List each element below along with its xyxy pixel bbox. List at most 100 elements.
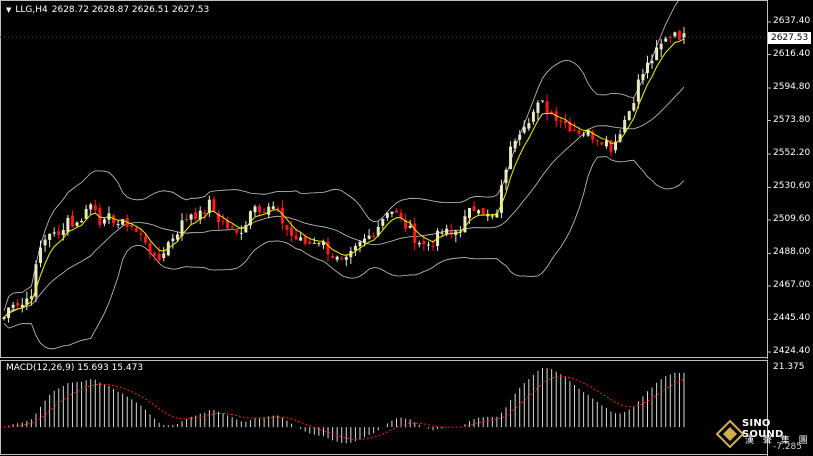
candle-body xyxy=(48,233,52,240)
candle-body xyxy=(75,222,79,226)
sino-sound-logo xyxy=(713,415,813,456)
candle-body xyxy=(463,216,467,233)
candle-body xyxy=(518,134,522,140)
candle-body xyxy=(143,236,147,243)
candle-body xyxy=(148,243,152,254)
candle-body xyxy=(235,229,239,233)
candle-body xyxy=(363,238,367,244)
candle-body xyxy=(358,241,362,247)
price-tick-label: 2424.40 xyxy=(773,346,811,356)
candle-body xyxy=(563,120,567,123)
candle-body xyxy=(372,235,376,237)
macd-signal-line xyxy=(3,375,685,441)
bollinger-upper xyxy=(3,0,680,312)
symbol-header: ▼ LLG,H4 2628.72 2628.87 2626.51 2627.53 xyxy=(6,5,209,15)
candle-body xyxy=(431,245,435,247)
candle-body xyxy=(550,111,554,113)
candle-body xyxy=(586,129,590,136)
macd-axis-top: 21.375 xyxy=(773,362,805,372)
candle-body xyxy=(531,111,535,122)
candle-body xyxy=(344,256,348,260)
candle-body xyxy=(408,225,412,228)
candle-body xyxy=(572,130,576,132)
candle-body xyxy=(536,102,540,113)
candle-body xyxy=(11,304,15,308)
candle-body xyxy=(627,111,631,120)
price-tick-label: 2530.60 xyxy=(773,181,811,192)
candle-body xyxy=(221,221,225,223)
ma-fast-line xyxy=(3,38,685,318)
candle-body xyxy=(207,199,211,213)
candle-body xyxy=(189,214,193,220)
symbol-label: LLG,H4 xyxy=(15,5,48,15)
price-tick-label: 2467.00 xyxy=(773,280,811,290)
candle-body xyxy=(34,264,38,297)
logo-chinese: 漢 聲 集 團 xyxy=(745,436,811,446)
price-tick-label: 2488.00 xyxy=(773,247,811,258)
price-tick-label: 2509.60 xyxy=(773,214,811,224)
candle-body xyxy=(522,127,526,133)
candle-body xyxy=(582,134,586,136)
candle-body xyxy=(559,120,563,122)
bollinger-lower xyxy=(3,156,685,350)
candle-body xyxy=(668,37,672,39)
candle-body xyxy=(130,225,134,227)
price-tick-label: 2637.40 xyxy=(773,16,811,26)
candle-body xyxy=(353,246,357,251)
candle-body xyxy=(600,142,604,145)
candle-body xyxy=(198,210,202,220)
candle-body xyxy=(541,100,545,102)
candle-body xyxy=(171,238,175,242)
candle-body xyxy=(175,234,179,240)
dropdown-arrow-icon[interactable]: ▼ xyxy=(6,6,12,14)
candle-body xyxy=(7,307,11,319)
candle-body xyxy=(568,122,572,132)
candle-body xyxy=(303,236,307,244)
candle-body xyxy=(258,206,262,213)
candle-body xyxy=(682,33,686,38)
candle-body xyxy=(394,210,398,213)
candle-body xyxy=(673,32,677,37)
candle-body xyxy=(614,141,618,151)
candle-body xyxy=(267,206,271,215)
macd-chart xyxy=(0,360,768,456)
candle-body xyxy=(481,208,485,216)
price-chart xyxy=(0,0,771,359)
candle-body xyxy=(577,130,581,134)
candle-body xyxy=(66,217,70,233)
candle-body xyxy=(509,146,513,170)
price-tick-label: 2594.80 xyxy=(773,82,811,92)
candle-body xyxy=(426,244,430,246)
candle-body xyxy=(664,38,668,42)
candle-body xyxy=(134,228,138,232)
price-tick-label: 2445.40 xyxy=(773,313,811,324)
candle-body xyxy=(445,228,449,235)
candle-body xyxy=(495,213,499,218)
candle-body xyxy=(632,103,636,111)
price-pane[interactable]: ▼ LLG,H4 2628.72 2628.87 2626.51 2627.53… xyxy=(0,0,813,359)
candle-body xyxy=(527,123,531,129)
candle-body xyxy=(422,241,426,245)
candle-body xyxy=(650,61,654,64)
candle-body xyxy=(216,213,220,223)
candle-body xyxy=(618,134,622,142)
candle-body xyxy=(468,208,472,218)
candle-body xyxy=(385,212,389,218)
candle-body xyxy=(285,224,289,230)
candle-body xyxy=(321,241,325,246)
candle-body xyxy=(417,242,421,245)
candle-body xyxy=(376,226,380,236)
candle-body xyxy=(390,211,394,214)
candle-body xyxy=(20,304,24,308)
candle-body xyxy=(203,212,207,215)
ohlc-quote: 2628.72 2628.87 2626.51 2627.53 xyxy=(51,5,210,15)
candle-body xyxy=(413,223,417,244)
candle-body xyxy=(271,206,275,209)
candle-body xyxy=(70,215,74,227)
candle-body xyxy=(61,230,65,236)
macd-pane[interactable]: MACD(12,26,9) 15.693 15.473 21.375 -7.28… xyxy=(0,360,813,456)
current-price-tag: 2627.53 xyxy=(768,32,812,44)
candle-body xyxy=(340,258,344,260)
candle-body xyxy=(440,232,444,234)
